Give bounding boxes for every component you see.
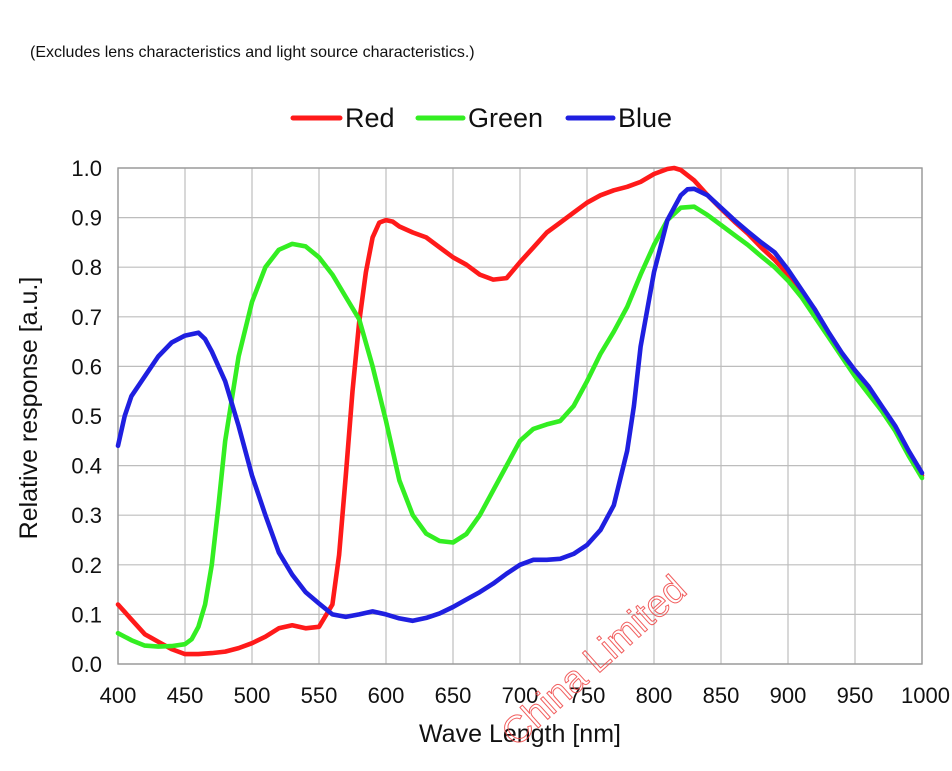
y-tick-label: 0.1 [71,602,102,627]
x-tick-label: 450 [167,683,204,708]
y-tick-label: 0.5 [71,404,102,429]
legend-label-red: Red [345,103,395,133]
x-tick-label: 950 [837,683,874,708]
y-tick-label: 0.3 [71,503,102,528]
series-line-green [115,204,925,649]
x-tick-label: 850 [703,683,740,708]
legend-label-green: Green [468,103,543,133]
x-tick-label: 600 [368,683,405,708]
y-tick-label: 1.0 [71,156,102,181]
grid [117,167,923,665]
plot-frame [117,167,923,665]
x-tick-label: 800 [636,683,673,708]
y-tick-label: 0.8 [71,255,102,280]
y-tick-label: 0.9 [71,206,102,231]
x-tick-label: 700 [502,683,539,708]
y-tick-label: 0.7 [71,305,102,330]
data-series [115,165,925,657]
y-axis-label: Relative response [a.u.] [15,277,43,540]
y-tick-label: 0.6 [71,354,102,379]
series-line-blue [115,186,925,624]
x-tick-label: 400 [100,683,137,708]
x-tick-label: 750 [569,683,606,708]
x-tick-label: 550 [301,683,338,708]
x-tick-labels: 400 450 500 550 600 650 700 750 800 850 900 950 1000 [100,683,950,708]
y-tick-label: 0.0 [71,652,102,677]
y-tick-label: 0.2 [71,553,102,578]
legend: Red Green Blue [290,103,672,133]
series-line-red [115,165,925,657]
x-tick-label: 1000 [901,683,950,708]
x-tick-label: 650 [435,683,472,708]
characteristics-note: (Excludes lens characteristics and light… [30,44,475,61]
y-tick-labels: 0.0 0.1 0.2 0.3 0.4 0.5 0.6 0.7 0.8 0.9 1.0 [71,156,102,677]
y-tick-label: 0.4 [71,454,102,479]
x-tick-label: 500 [234,683,271,708]
legend-label-blue: Blue [618,103,672,133]
x-axis-label: Wave Length [nm] [419,720,621,748]
x-tick-label: 900 [770,683,807,708]
